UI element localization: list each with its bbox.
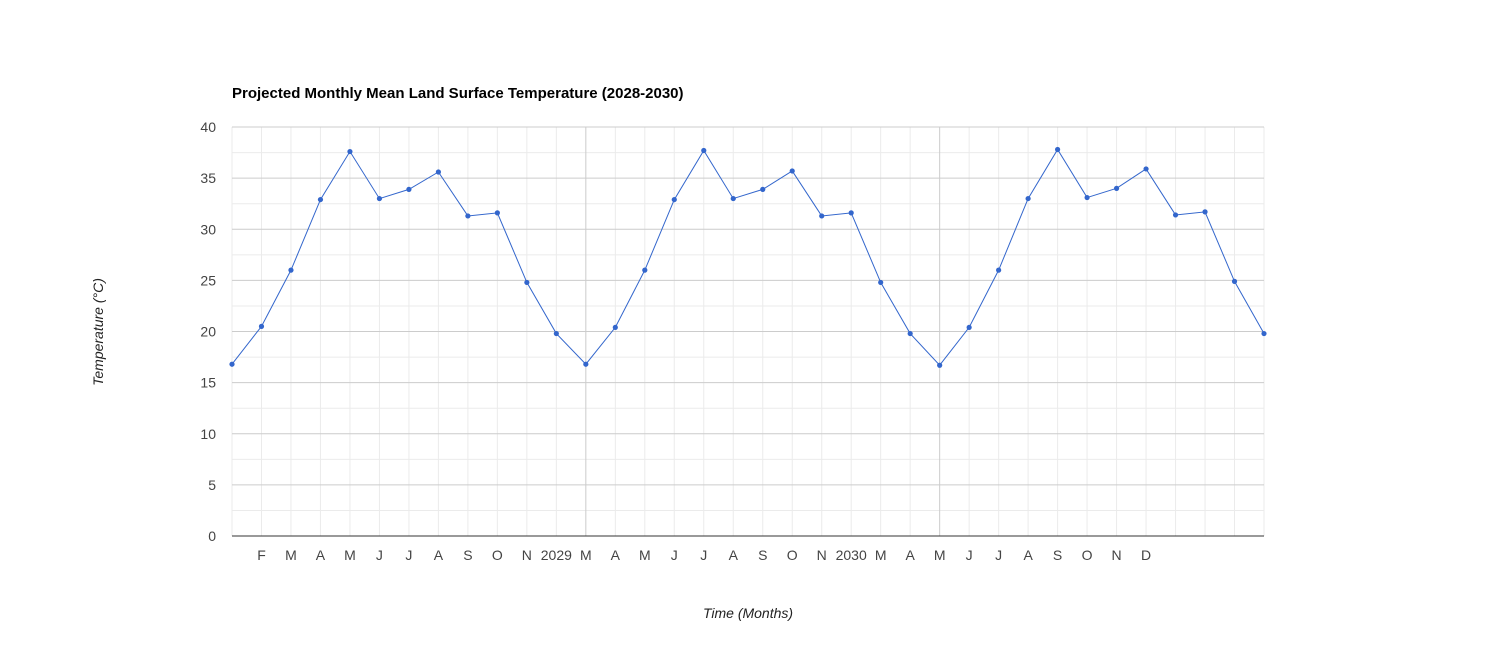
x-tick-label: J bbox=[995, 547, 1002, 563]
x-tick-label: S bbox=[758, 547, 767, 563]
data-point bbox=[966, 324, 972, 331]
x-tick-label: M bbox=[639, 547, 651, 563]
y-tick-label: 20 bbox=[200, 324, 216, 340]
x-tick-label: A bbox=[1023, 547, 1033, 563]
data-point bbox=[1084, 194, 1090, 201]
x-tick-label: S bbox=[463, 547, 472, 563]
data-point bbox=[1231, 278, 1238, 284]
y-tick-label: 30 bbox=[200, 221, 216, 237]
data-point bbox=[465, 213, 471, 219]
data-point bbox=[1261, 330, 1267, 337]
data-point bbox=[1025, 195, 1031, 202]
y-tick-label: 10 bbox=[200, 426, 216, 442]
data-point bbox=[494, 210, 500, 216]
data-point bbox=[435, 169, 441, 175]
data-point bbox=[406, 186, 412, 192]
data-point bbox=[1202, 209, 1208, 215]
x-tick-label: A bbox=[611, 547, 621, 563]
data-point bbox=[819, 213, 825, 219]
x-tick-label: M bbox=[285, 547, 297, 563]
data-point bbox=[878, 279, 884, 286]
x-tick-label: J bbox=[405, 547, 412, 563]
data-point bbox=[642, 267, 648, 273]
data-point bbox=[524, 279, 530, 286]
y-tick-label: 40 bbox=[200, 119, 216, 135]
x-tick-label: J bbox=[966, 547, 973, 563]
data-point bbox=[347, 148, 353, 155]
data-point bbox=[671, 196, 677, 203]
data-point bbox=[1172, 212, 1179, 218]
series bbox=[229, 146, 1267, 368]
x-tick-label: M bbox=[580, 547, 592, 563]
x-tick-label: A bbox=[316, 547, 326, 563]
grid bbox=[231, 126, 1265, 536]
data-point bbox=[937, 362, 943, 368]
y-tick-label: 5 bbox=[208, 477, 216, 493]
series-line bbox=[231, 148, 1265, 367]
x-tick-label: O bbox=[787, 547, 798, 563]
data-point bbox=[376, 195, 383, 202]
x-tick-label: A bbox=[905, 547, 915, 563]
data-point bbox=[1113, 185, 1120, 191]
data-point bbox=[760, 186, 766, 192]
x-tick-label: F bbox=[257, 547, 266, 563]
x-tick-label: M bbox=[875, 547, 887, 563]
data-point bbox=[789, 168, 795, 174]
x-tick-label: O bbox=[492, 547, 503, 563]
data-point bbox=[612, 324, 618, 331]
x-tick-label: J bbox=[700, 547, 707, 563]
x-tick-label: D bbox=[1141, 547, 1151, 563]
x-tick-label: M bbox=[934, 547, 946, 563]
x-tick-label: A bbox=[729, 547, 739, 563]
data-point bbox=[701, 147, 707, 154]
data-point bbox=[730, 195, 736, 202]
data-point bbox=[996, 267, 1002, 273]
data-point bbox=[907, 330, 913, 337]
x-tick-label: J bbox=[671, 547, 678, 563]
y-tick-label: 0 bbox=[208, 528, 216, 544]
data-point bbox=[229, 361, 235, 367]
x-tick-label: O bbox=[1082, 547, 1093, 563]
y-tick-label: 15 bbox=[200, 375, 216, 391]
data-point bbox=[553, 330, 559, 337]
y-axis-title: Temperature (°C) bbox=[90, 278, 106, 386]
x-tick-label: N bbox=[817, 547, 827, 563]
y-tick-label: 35 bbox=[200, 170, 216, 186]
x-tick-label: M bbox=[344, 547, 356, 563]
data-point bbox=[583, 361, 589, 367]
x-tick-label: J bbox=[376, 547, 383, 563]
x-tick-label: S bbox=[1053, 547, 1062, 563]
data-point bbox=[288, 267, 294, 273]
y-tick-label: 25 bbox=[200, 272, 216, 288]
x-axis-title: Time (Months) bbox=[703, 605, 793, 621]
data-point bbox=[848, 210, 854, 216]
x-tick-label: 2029 bbox=[541, 547, 572, 563]
x-tick-label: N bbox=[1112, 547, 1122, 563]
data-point bbox=[258, 323, 265, 329]
data-point bbox=[317, 196, 324, 203]
x-tick-label: A bbox=[434, 547, 444, 563]
chart-title: Projected Monthly Mean Land Surface Temp… bbox=[232, 85, 684, 102]
x-tick-label: 2030 bbox=[836, 547, 867, 563]
data-point bbox=[1143, 166, 1149, 172]
x-tick-label: N bbox=[522, 547, 532, 563]
data-point bbox=[1055, 146, 1061, 153]
